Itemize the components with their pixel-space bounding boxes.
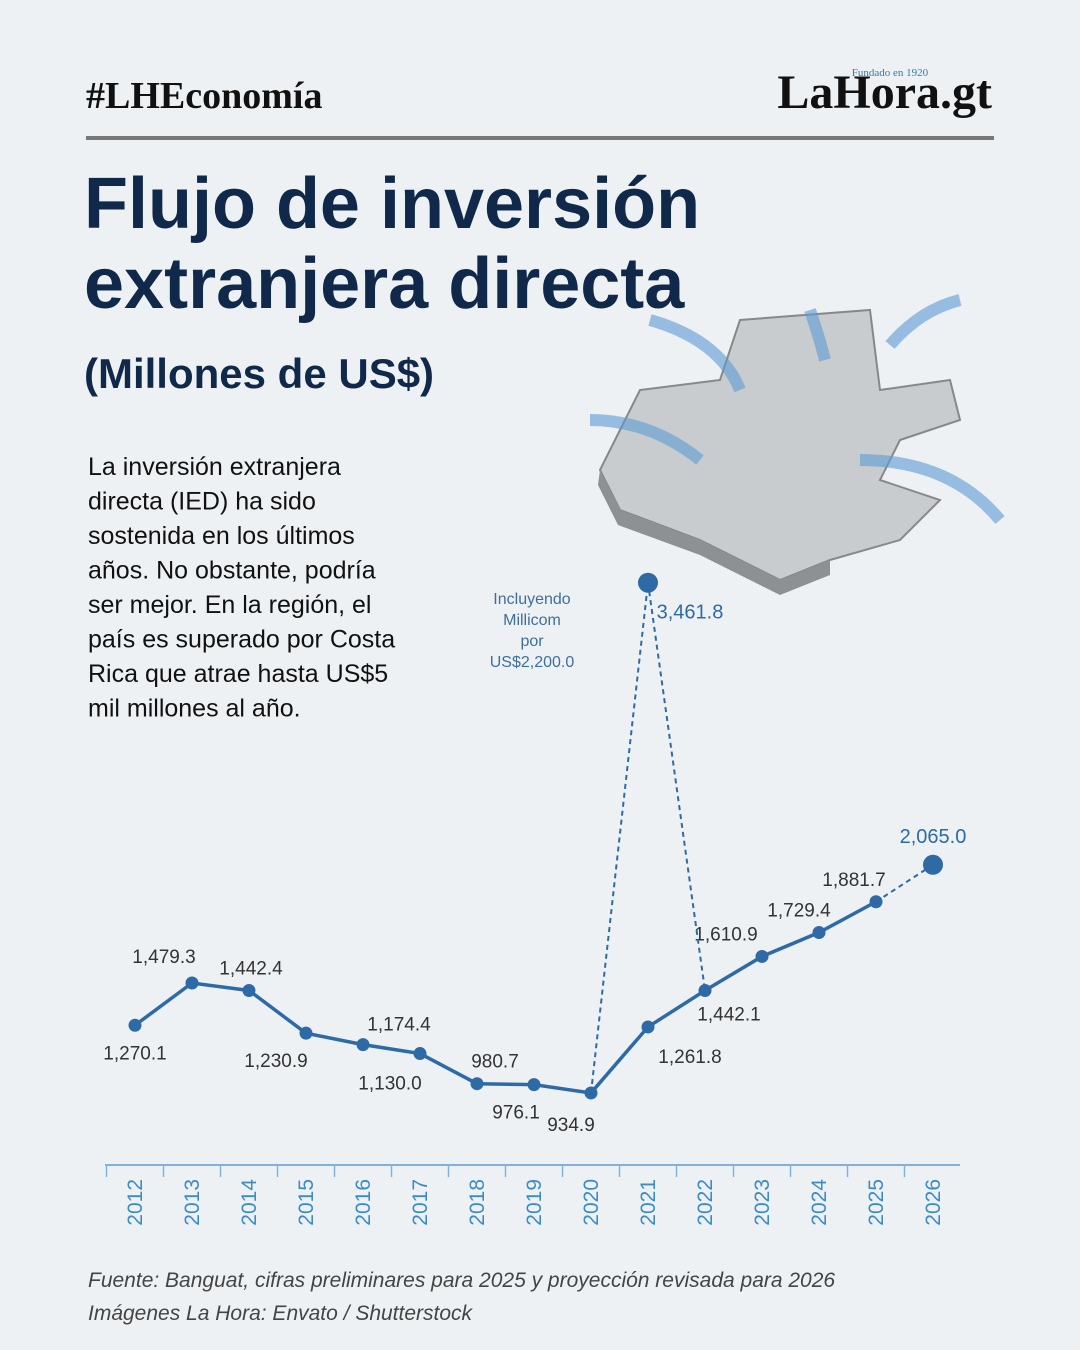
line [133,900,877,1095]
value-label: 2,065.0 [900,826,967,848]
subtitle: (Millones de US$) [84,350,434,397]
x-tick-label: 2017 [409,1179,432,1226]
point [185,976,199,990]
description-line: La inversión extranjera [88,453,341,481]
description: La inversión extranjera directa (IED) ha … [88,453,395,723]
x-tick-label: 2025 [865,1179,888,1226]
value-label: 976.1 [492,1103,540,1124]
title-line: Flujo de inversión [84,164,700,244]
map-illustration [589,294,1005,595]
logo: LaHora.gt [777,66,992,119]
annotation: Millicom [503,612,561,629]
value-label: 1,729.4 [767,901,831,922]
point [638,572,658,593]
value-label: 1,442.1 [697,1005,760,1026]
description-line: directa (IED) ha sido [88,488,316,516]
arrow [885,294,962,349]
title-line: extranjera directa [84,244,685,324]
value-label: 1,130.0 [358,1074,421,1095]
description-line: Rica que atrae hasta US$5 [88,660,388,688]
x-tick-label: 2018 [466,1179,489,1226]
value-label: 980.7 [471,1052,519,1073]
map-edge [598,470,830,595]
point [128,1018,142,1032]
arrow [589,414,704,465]
arrow [648,314,746,393]
point [356,1038,370,1052]
value-label: 1,174.4 [367,1015,431,1036]
annotation: US$2,200.0 [490,654,575,671]
arrow [859,454,1005,524]
x-tick-label: 2016 [352,1179,375,1226]
value-label: 3,461.8 [657,602,724,624]
x-tick-label: 2020 [580,1179,603,1226]
x-tick-label: 2026 [922,1179,945,1226]
point [812,926,826,940]
point [470,1077,484,1091]
point [527,1078,541,1092]
x-tick-label: 2023 [751,1179,774,1226]
description-line: país es superado por Costa [88,626,395,654]
point [242,983,256,997]
x-tick-label: 2014 [238,1179,261,1226]
point [755,949,769,963]
point [413,1047,427,1061]
annotation: por [520,633,544,650]
chart: Incluyendo Millicom por US$2,200.0 2012 2013 2… [103,572,967,1226]
point [299,1026,313,1040]
description-line: años. No obstante, podría [88,557,376,585]
x-tick-label: 2012 [124,1179,147,1226]
value-label: 1,479.3 [132,947,195,968]
divider [86,136,994,140]
description-line: sostenida en los últimos [88,522,355,550]
description-line: mil millones al año. [88,695,301,723]
source-line: Fuente: Banguat, cifras preliminares par… [88,1269,835,1292]
point [698,984,712,998]
value-label: 1,610.9 [694,924,757,945]
point [641,1020,655,1034]
description-line: ser mejor. En la región, el [88,591,371,619]
value-label: 1,442.4 [219,958,283,979]
logo-tagline: Fundado en 1920 [852,67,929,79]
x-tick-label: 2019 [523,1179,546,1226]
x-tick-label: 2015 [295,1179,318,1226]
arrow [804,308,831,362]
x-tick-label: 2013 [181,1179,204,1226]
point [923,854,943,875]
dashed-line [875,863,934,903]
source-line: Imágenes La Hora: Envato / Shutterstock [88,1302,474,1325]
x-tick-label: 2024 [808,1179,831,1226]
value-label: 1,261.8 [658,1047,721,1068]
value-label: 1,230.9 [244,1051,307,1072]
hashtag: #LHEconomía [86,75,322,117]
annotation: Incluyendo [493,591,570,608]
value-label: 1,881.7 [822,870,885,891]
value-label: 1,270.1 [103,1043,166,1064]
source: Fuente: Banguat, cifras preliminares par… [88,1269,835,1325]
x-tick-label: 2021 [637,1179,660,1226]
value-label: 934.9 [547,1115,595,1136]
x-tick-label: 2022 [694,1179,717,1226]
